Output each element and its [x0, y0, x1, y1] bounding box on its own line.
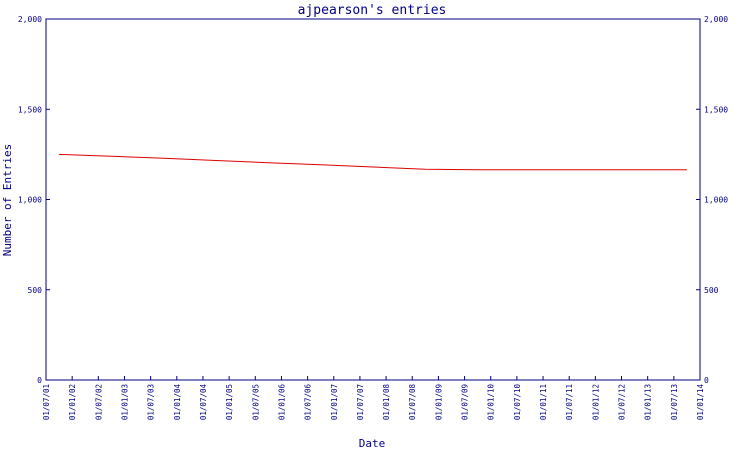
x-tick-label: 01/07/10: [513, 384, 522, 421]
x-tick-label: 01/01/05: [225, 384, 234, 420]
x-tick-label: 01/01/08: [382, 384, 391, 421]
x-tick-label: 01/07/08: [408, 384, 417, 421]
x-tick-label: 01/01/07: [330, 384, 339, 420]
x-tick-label: 01/01/10: [487, 384, 496, 421]
y-tick-label-right: 0: [704, 376, 709, 385]
chart-title: ajpearson's entries: [298, 3, 447, 18]
x-tick-label: 01/01/14: [696, 384, 705, 421]
x-tick-label: 01/01/03: [120, 384, 129, 420]
x-tick-label: 01/01/13: [644, 384, 653, 420]
y-tick-label-left: 1,500: [18, 105, 42, 114]
x-tick-label: 01/07/09: [461, 384, 470, 420]
x-tick-label: 01/07/02: [94, 384, 103, 420]
x-tick-label: 01/01/04: [173, 384, 182, 421]
x-tick-label: 01/07/12: [618, 384, 627, 420]
x-tick-label: 01/07/04: [199, 384, 208, 421]
x-axis-label: Date: [359, 437, 386, 450]
x-tick-label: 01/07/03: [147, 384, 156, 420]
y-tick-label-left: 0: [37, 376, 42, 385]
y-tick-label-left: 2,000: [18, 15, 42, 24]
y-tick-label-right: 500: [704, 286, 719, 295]
x-tick-label: 01/01/12: [591, 384, 600, 420]
x-tick-label: 01/07/05: [251, 384, 260, 420]
x-tick-label: 01/01/06: [277, 384, 286, 421]
y-tick-label-right: 1,000: [704, 196, 728, 205]
series-line: [59, 153, 687, 171]
x-tick-label: 01/07/11: [565, 384, 574, 420]
y-axis-label: Number of Entries: [1, 144, 14, 257]
y-tick-label-right: 2,000: [704, 15, 728, 24]
x-tick-label: 01/01/02: [68, 384, 77, 420]
y-tick-label-left: 500: [28, 286, 43, 295]
x-tick-label: 01/01/09: [434, 384, 443, 420]
x-tick-label: 01/07/13: [670, 384, 679, 420]
y-tick-label-left: 1,000: [18, 196, 42, 205]
x-tick-label: 01/07/01: [42, 384, 51, 420]
y-tick-label-right: 1,500: [704, 105, 728, 114]
x-tick-label: 01/07/06: [304, 384, 313, 421]
x-tick-label: 01/01/11: [539, 384, 548, 420]
x-tick-label: 01/07/07: [356, 384, 365, 420]
plot-frame: [45, 18, 701, 381]
